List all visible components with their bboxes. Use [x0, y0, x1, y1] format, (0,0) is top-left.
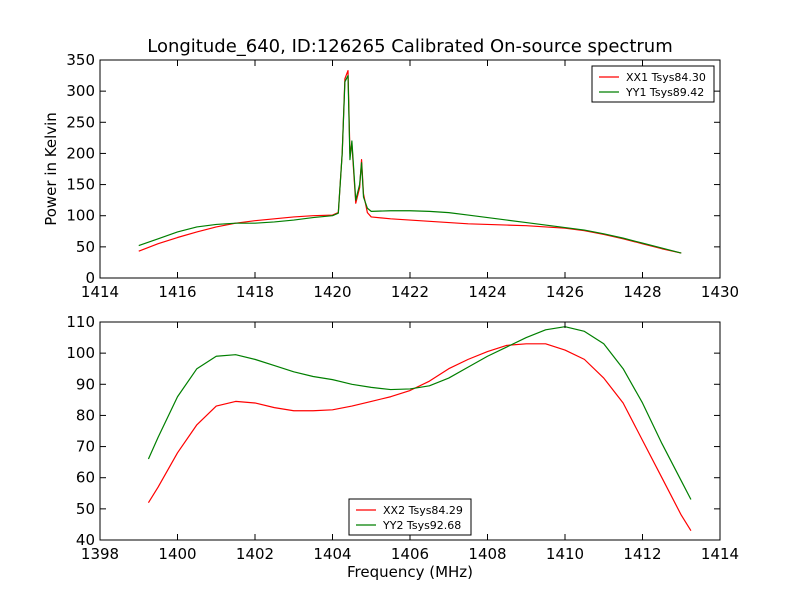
bottom-legend-box — [348, 498, 472, 536]
top-series-group — [138, 69, 682, 254]
bottom-subplot: 1398 1400 1402 1404 1406 1408 1410 1412 1414 40 50… — [66, 313, 739, 581]
bottom-legend-label-1: YY2 Tsys92.68 — [382, 519, 461, 532]
bottom-x-tick-label-5: 1408 — [468, 545, 506, 563]
top-series-line-0 — [138, 69, 682, 254]
bottom-series-group — [147, 326, 692, 531]
bottom-y-tick-label-5: 90 — [76, 375, 95, 393]
bottom-legend-label-0: XX2 Tsys84.29 — [383, 504, 463, 517]
bottom-y-tick-label-4: 80 — [76, 406, 95, 424]
top-y-tick-label-0: 0 — [85, 269, 95, 287]
bottom-x-tick-label-8: 1414 — [701, 545, 739, 563]
top-y-tick-label-1: 50 — [76, 238, 95, 256]
y-axis-label: Power in Kelvin — [42, 112, 60, 226]
top-x-tick-label-3: 1420 — [313, 283, 351, 301]
top-x-tick-label-2: 1418 — [236, 283, 274, 301]
top-x-tick-label-5: 1424 — [468, 283, 506, 301]
bottom-x-tick-label-6: 1410 — [546, 545, 584, 563]
chart-title: Longitude_640, ID:126265 Calibrated On-s… — [147, 36, 672, 57]
bottom-series-line-1 — [147, 326, 692, 500]
top-x-tick-label-8: 1430 — [701, 283, 739, 301]
bottom-series-line-0 — [147, 343, 692, 531]
top-legend-label-1: YY1 Tsys89.42 — [625, 86, 704, 99]
top-y-tick-label-7: 350 — [66, 51, 95, 69]
bottom-y-tick-label-3: 70 — [76, 438, 95, 456]
top-y-tick-label-6: 300 — [66, 82, 95, 100]
top-legend-label-0: XX1 Tsys84.30 — [626, 71, 706, 84]
top-y-tick-label-4: 200 — [66, 144, 95, 162]
top-legend: XX1 Tsys84.30 YY1 Tsys89.42 — [591, 65, 715, 103]
top-legend-box — [591, 65, 715, 103]
bottom-y-tick-label-1: 50 — [76, 500, 95, 518]
bottom-x-tick-label-4: 1406 — [391, 545, 429, 563]
bottom-y-tick-label-7: 110 — [66, 313, 95, 331]
bottom-x-tick-label-0: 1398 — [81, 545, 119, 563]
top-x-tick-label-0: 1414 — [81, 283, 119, 301]
bottom-x-tick-label-2: 1402 — [236, 545, 274, 563]
x-axis-label: Frequency (MHz) — [347, 563, 473, 581]
top-y-tick-label-3: 150 — [66, 176, 95, 194]
top-x-tick-label-4: 1422 — [391, 283, 429, 301]
top-y-tick-label-2: 100 — [66, 207, 95, 225]
top-y-tick-label-5: 250 — [66, 113, 95, 131]
top-series-line-1 — [138, 74, 682, 254]
bottom-y-tick-label-6: 100 — [66, 344, 95, 362]
top-x-tick-label-7: 1428 — [623, 283, 661, 301]
top-x-tick-label-1: 1416 — [158, 283, 196, 301]
bottom-y-tick-label-0: 40 — [76, 531, 95, 549]
bottom-legend: XX2 Tsys84.29 YY2 Tsys92.68 — [348, 498, 472, 536]
bottom-x-tick-label-1: 1400 — [158, 545, 196, 563]
bottom-y-tick-label-2: 60 — [76, 469, 95, 487]
bottom-x-tick-label-3: 1404 — [313, 545, 351, 563]
top-x-tick-label-6: 1426 — [546, 283, 584, 301]
top-subplot: 1414 1416 1418 1420 1422 1424 1426 1428 1430 0 50 1… — [42, 36, 739, 301]
bottom-x-tick-label-7: 1412 — [623, 545, 661, 563]
